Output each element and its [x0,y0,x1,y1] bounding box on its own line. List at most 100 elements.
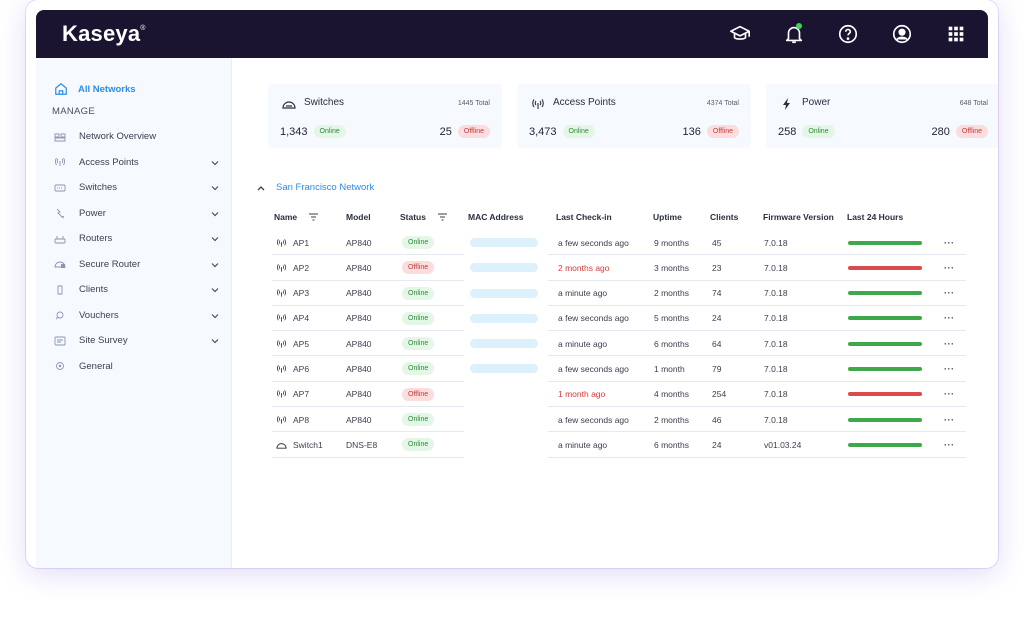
last-checkin: a minute ago [558,439,608,450]
status-badge: Online [402,331,435,356]
access-point-icon [54,157,66,167]
brand-logo[interactable]: Kaseya® [62,21,146,46]
sidebar-item-clients[interactable]: Clients [52,277,220,303]
col-checkin[interactable]: Last Check-in [556,212,612,222]
table-row[interactable]: AP4 AP840 Online a few seconds ago 5 months 2… [272,306,998,332]
sidebar-item-switches[interactable]: Switches [52,175,220,201]
chevron-down-icon[interactable] [210,260,220,270]
clients-count: 64 [712,338,722,349]
filter-icon[interactable] [309,213,319,221]
last-checkin: a few seconds ago [558,363,629,374]
table-row[interactable]: AP7 AP840 Offline 1 month ago 4 months 254 7.0… [272,382,998,408]
firmware-version: 7.0.18 [764,313,788,324]
sidebar-item-power[interactable]: Power [52,201,220,227]
chevron-down-icon[interactable] [210,234,220,244]
device-model: AP840 [346,262,372,273]
sidebar-item-label: Secure Router [79,258,141,270]
device-name[interactable]: AP8 [276,407,309,432]
switch-icon [54,183,66,193]
network-group-header[interactable]: San Francisco Network [256,182,374,193]
device-model: AP840 [346,414,372,425]
filter-icon[interactable] [437,213,447,221]
device-name[interactable]: AP3 [276,281,309,306]
help-icon[interactable] [834,20,862,48]
row-menu-button[interactable]: ··· [944,237,955,248]
device-name[interactable]: AP6 [276,356,309,381]
last-24-hours [848,432,922,457]
last-checkin: a minute ago [558,288,608,299]
table-row[interactable]: AP5 AP840 Online a minute ago 6 months 64 7.0.… [272,331,998,357]
col-name[interactable]: Name [274,212,319,222]
summary-card-power[interactable]: Power 648 Total 258 Online 280 Offline [766,84,998,148]
summary-card-access-points[interactable]: Access Points 4374 Total 3,473 Online 136 Off… [517,84,751,148]
device-name[interactable]: AP4 [276,306,309,331]
row-menu-button[interactable]: ··· [944,414,955,425]
client-icon [54,285,66,295]
user-icon[interactable] [888,20,916,48]
col-model[interactable]: Model [346,212,371,222]
table-row[interactable]: AP2 AP840 Offline 2 months ago 3 months 23 7.0… [272,255,998,281]
health-bar [848,316,922,321]
col-status[interactable]: Status [400,212,447,222]
row-menu-button[interactable]: ··· [944,338,955,349]
sidebar-item-network-overview[interactable]: Network Overview [52,124,220,150]
sidebar-item-label: Access Points [79,156,139,168]
sidebar-item-secure-router[interactable]: Secure Router [52,252,220,278]
chevron-down-icon[interactable] [210,285,220,295]
sidebar-item-routers[interactable]: Routers [52,226,220,252]
row-menu-button[interactable]: ··· [944,262,955,273]
sidebar-item-general[interactable]: General [52,354,220,380]
voucher-icon [54,310,66,320]
access-point-icon [277,289,286,297]
col-clients[interactable]: Clients [710,212,739,222]
device-name[interactable]: AP2 [276,255,309,280]
top-bar: Kaseya® [36,10,988,58]
last-checkin: a minute ago [558,338,608,349]
main-content: Switches 1445 Total 1,343 Online 25 Offline Ac… [232,58,998,568]
col-last24[interactable]: Last 24 Hours [847,212,904,222]
chevron-down-icon[interactable] [210,209,220,219]
chevron-down-icon[interactable] [210,183,220,193]
access-point-icon [277,339,286,348]
table-row[interactable]: AP3 AP840 Online a minute ago 2 months 74 7.0.… [272,281,998,306]
notification-dot [796,23,802,29]
device-name[interactable]: AP7 [276,382,309,407]
access-point-icon [277,314,286,323]
secure-router-icon [54,259,66,269]
table-row[interactable]: Switch1 DNS-E8 Online a minute ago 6 months 2… [272,432,998,458]
sidebar-item-access-points[interactable]: Access Points [52,150,220,176]
row-menu-button[interactable]: ··· [944,288,955,299]
device-name[interactable]: AP5 [276,331,309,356]
row-menu-button[interactable]: ··· [944,439,955,450]
card-total: 1445 Total [457,100,490,107]
grid-icon[interactable] [942,20,970,48]
chevron-down-icon[interactable] [210,311,220,321]
sidebar-section-label: MANAGE [52,106,95,117]
chevron-down-icon[interactable] [210,158,220,168]
table-row[interactable]: AP8 AP840 Online a few seconds ago 2 months 4… [272,407,998,433]
col-uptime[interactable]: Uptime [653,212,682,222]
last-24-hours [848,407,922,432]
firmware-version: 7.0.18 [764,338,788,349]
table-row[interactable]: AP6 AP840 Online a few seconds ago 1 month 79… [272,356,998,382]
graduation-cap-icon[interactable] [726,20,754,48]
summary-card-switches[interactable]: Switches 1445 Total 1,343 Online 25 Offline [268,84,502,148]
table-row[interactable]: AP1 AP840 Online a few seconds ago 9 months 4… [272,230,998,256]
bell-icon[interactable] [780,20,808,48]
offline-count: 136 [682,125,701,138]
device-name[interactable]: AP1 [276,230,309,255]
sidebar-item-all-networks[interactable]: All Networks [54,80,136,98]
card-title: Power [802,97,831,108]
device-name[interactable]: Switch1 [276,432,323,457]
row-menu-button[interactable]: ··· [944,313,955,324]
col-mac[interactable]: MAC Address [468,212,524,222]
sidebar-item-site-survey[interactable]: Site Survey [52,328,220,354]
last-24-hours [848,306,922,331]
col-firmware[interactable]: Firmware Version [763,212,834,222]
clients-count: 79 [712,363,722,374]
row-menu-button[interactable]: ··· [944,363,955,374]
health-bar [848,240,922,245]
chevron-down-icon[interactable] [210,336,220,346]
row-menu-button[interactable]: ··· [944,389,955,400]
sidebar-item-vouchers[interactable]: Vouchers [52,303,220,329]
